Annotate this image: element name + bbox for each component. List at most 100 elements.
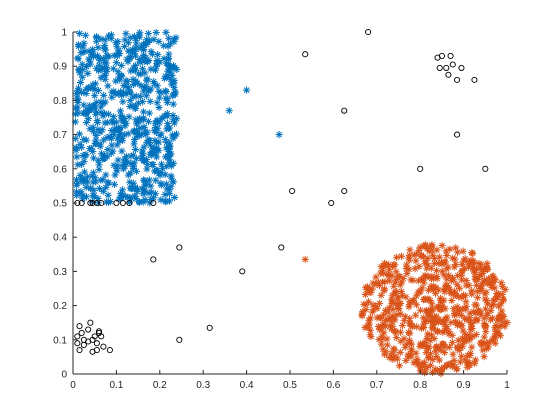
data-point-series-0 (118, 193, 126, 201)
data-point-series-0 (161, 198, 169, 206)
data-point-series-1 (391, 278, 399, 286)
data-point-series-0 (157, 89, 165, 97)
x-tick-label: 0.7 (370, 380, 384, 391)
data-point-series-0 (135, 198, 144, 206)
data-point-series-0 (77, 88, 86, 97)
data-point-series-0 (135, 33, 144, 41)
data-point-series-2 (76, 347, 83, 354)
data-point-series-0 (158, 164, 167, 172)
data-point-series-1 (450, 305, 458, 313)
data-point-series-1 (436, 305, 444, 314)
data-point-series-1 (392, 253, 401, 262)
data-point-series-0 (110, 52, 118, 60)
data-point-series-0 (80, 101, 88, 109)
data-point-series-1 (465, 281, 473, 289)
data-point-series-2 (78, 329, 85, 337)
data-point-series-1 (365, 316, 373, 324)
data-point-series-0 (104, 32, 113, 40)
data-point-series-1 (453, 248, 462, 256)
data-point-series-1 (384, 315, 392, 324)
y-tick-label: 1 (61, 28, 67, 39)
data-point-series-0 (113, 43, 121, 51)
data-point-series-0 (140, 156, 148, 164)
data-point-series-0 (101, 75, 109, 83)
data-point-series-1 (429, 324, 437, 332)
data-point-series-2 (113, 199, 120, 207)
data-point-series-2 (328, 199, 335, 207)
data-point-series-0 (169, 159, 178, 167)
data-point-series-1 (424, 272, 432, 281)
data-point-series-2 (74, 340, 81, 347)
data-point-series-1 (477, 311, 485, 319)
data-point-series-1 (362, 305, 370, 314)
data-point-series-1 (372, 273, 380, 281)
data-point-series-1 (458, 260, 466, 268)
data-point-series-1 (407, 319, 415, 327)
data-point-series-2 (278, 244, 285, 251)
data-point-series-1 (490, 332, 499, 340)
data-point-series-1 (380, 286, 388, 295)
x-tick-label: 0.6 (326, 380, 340, 391)
data-point-series-0 (88, 51, 96, 59)
data-point-series-1 (430, 255, 439, 263)
data-point-series-0 (79, 178, 87, 186)
data-point-series-2 (458, 64, 465, 71)
data-point-series-1 (406, 329, 414, 337)
data-point-series-1 (455, 284, 464, 292)
data-point-series-1 (421, 317, 429, 326)
data-point-series-1 (458, 311, 466, 319)
data-point-series-1 (461, 356, 469, 364)
data-point-series-1 (496, 311, 504, 319)
data-point-series-0 (92, 108, 101, 116)
data-point-series-0 (156, 131, 164, 140)
data-point-series-1 (451, 309, 459, 318)
y-tick-label: 0.1 (53, 335, 67, 346)
data-point-series-1 (479, 346, 487, 354)
data-point-series-1 (399, 274, 407, 282)
data-point-series-0 (171, 193, 179, 202)
data-point-series-0 (141, 181, 149, 189)
data-point-series-0 (155, 119, 163, 127)
data-point-series-1 (471, 275, 479, 283)
data-point-series-0 (127, 67, 135, 75)
data-point-series-0 (126, 89, 134, 97)
data-point-series-0 (130, 135, 139, 144)
data-point-series-1 (452, 260, 460, 268)
data-point-series-0 (142, 54, 150, 62)
data-point-series-1 (491, 339, 499, 347)
data-point-series-0 (116, 76, 124, 84)
data-point-series-1 (385, 353, 393, 362)
data-point-series-1 (453, 344, 461, 352)
y-tick-label: 0.9 (53, 62, 67, 73)
data-point-series-2 (150, 199, 157, 207)
data-point-series-0 (102, 171, 110, 179)
data-point-series-0 (167, 174, 175, 182)
data-point-series-0 (86, 145, 94, 153)
data-point-series-1 (441, 315, 449, 323)
data-point-series-2 (85, 326, 92, 333)
data-point-series-2 (93, 199, 100, 207)
data-point-series-0 (127, 160, 135, 168)
data-point-series-0 (118, 147, 126, 155)
data-point-series-0 (129, 75, 137, 84)
data-point-series-1 (440, 271, 448, 279)
data-point-series-0 (151, 66, 160, 74)
data-point-series-1 (400, 317, 408, 325)
data-point-series-1 (421, 259, 429, 267)
data-point-series-2 (126, 199, 133, 207)
data-point-series-0 (168, 71, 176, 80)
data-point-series-1 (432, 343, 440, 351)
data-point-series-2 (74, 333, 81, 340)
data-point-series-0 (144, 29, 152, 38)
data-point-series-1 (407, 340, 416, 348)
data-point-series-0 (145, 176, 153, 184)
data-point-series-1 (440, 296, 448, 304)
data-point-series-1 (466, 314, 474, 322)
data-point-series-2 (239, 268, 246, 275)
data-point-series-0 (155, 103, 163, 112)
data-point-series-0 (77, 78, 85, 87)
data-point-series-1 (441, 288, 449, 296)
data-point-series-1 (397, 310, 405, 318)
y-tick-label: 0.8 (53, 96, 67, 107)
